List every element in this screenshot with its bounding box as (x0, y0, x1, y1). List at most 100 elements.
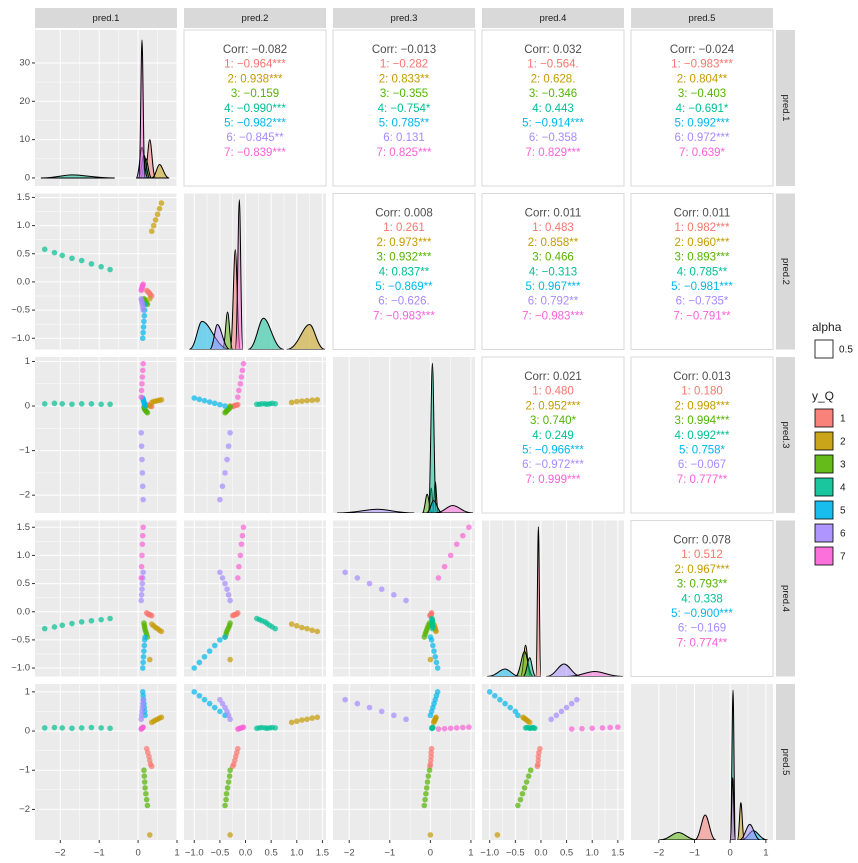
legend-label: 6 (840, 529, 846, 540)
scatter-point (159, 200, 165, 206)
scatter-point (138, 575, 144, 581)
scatter-point (428, 634, 434, 640)
y-tick-label: 30 (19, 57, 30, 68)
scatter-point (139, 443, 145, 449)
scatter-point (140, 281, 146, 287)
corr-group: 1: 0.483 (532, 222, 574, 234)
corr-group: 1: 0.180 (681, 386, 723, 398)
scatter-point (144, 797, 150, 803)
scatter-point (559, 709, 565, 715)
strip-label: pred.2 (780, 258, 791, 285)
corr-group: 6: −0.735* (676, 296, 729, 308)
scatter-point (309, 628, 315, 634)
scatter-point (59, 253, 65, 259)
scatter-point (431, 648, 437, 654)
corr-group: 7: 0.639* (679, 147, 726, 159)
scatter-point (239, 374, 245, 380)
corr-group: 6: −0.626. (378, 296, 429, 308)
x-tick-label: 1 (763, 848, 768, 859)
legend-label: 2 (840, 437, 846, 448)
scatter-point (79, 258, 85, 264)
scatter-point (69, 255, 75, 261)
scatter-point (42, 626, 48, 632)
scatter-point (222, 410, 228, 416)
scatter-point (217, 709, 223, 715)
scatter-point (157, 206, 163, 212)
corr-group: 4: 0.785** (677, 266, 728, 278)
panel-background (35, 194, 177, 350)
legend-label: 3 (840, 460, 846, 471)
corr-title: Corr: −0.013 (372, 44, 436, 56)
scatter-point (223, 797, 229, 803)
strip-label: pred.1 (780, 95, 791, 122)
corr-group: 3: 0.893*** (675, 252, 731, 264)
legend-alpha-title: alpha (812, 320, 842, 334)
legend-key (815, 547, 833, 565)
panel (184, 521, 326, 677)
x-tick-label: 1 (174, 848, 179, 859)
scatter-point (149, 613, 155, 619)
scatter-point (142, 634, 148, 640)
scatter-point (227, 657, 233, 663)
corr-group: 4: −0.691* (676, 103, 729, 115)
scatter-point (42, 725, 48, 731)
corr-group: 1: −0.983*** (671, 59, 733, 71)
scatter-point (212, 401, 218, 407)
scatter-point (391, 713, 397, 719)
scatter-point (222, 403, 228, 409)
scatter-point (142, 785, 148, 791)
scatter-point (230, 613, 236, 619)
scatter-point (589, 725, 595, 731)
scatter-point (435, 665, 441, 671)
scatter-point (224, 457, 230, 463)
panel: Corr: −0.0241: −0.983***2: 0.804**3: −0.… (631, 30, 773, 186)
scatter-point (222, 803, 228, 809)
scatter-point (140, 660, 146, 666)
corr-title: Corr: 0.021 (524, 371, 582, 383)
scatter-point (226, 779, 232, 785)
x-tick-label: 1.0 (586, 848, 599, 859)
corr-group: 3: 0.466 (532, 252, 574, 264)
corr-group: 3: −0.403 (678, 88, 726, 100)
scatter-point (304, 398, 310, 404)
corr-title: Corr: 0.078 (673, 535, 731, 547)
scatter-point (142, 643, 148, 649)
y-tick-label: −1.0 (11, 333, 30, 344)
scatter-point (217, 570, 223, 576)
scatter-point (299, 625, 305, 631)
corr-group: 6: −0.972*** (522, 459, 584, 471)
scatter-point (52, 250, 58, 256)
scatter-point (429, 725, 435, 731)
scatter-point (220, 575, 226, 581)
scatter-point (59, 401, 65, 407)
scatter-point (140, 361, 146, 367)
scatter-point (528, 767, 534, 773)
scatter-point (434, 660, 440, 666)
scatter-point (142, 313, 148, 319)
scatter-point (241, 724, 247, 730)
scatter-point (42, 246, 48, 252)
scatter-point (140, 374, 146, 380)
corr-group: 7: −0.839*** (224, 147, 286, 159)
scatter-point (367, 581, 373, 587)
scatter-point (141, 654, 147, 660)
scatter-point (89, 725, 95, 731)
scatter-point (191, 689, 197, 695)
scatter-point (139, 457, 145, 463)
scatter-point (460, 533, 466, 539)
scatter-point (454, 725, 460, 731)
scatter-point (89, 401, 95, 407)
corr-title: Corr: 0.013 (673, 371, 731, 383)
scatter-point (140, 330, 146, 336)
scatter-point (507, 705, 513, 711)
pairs-chart: alpha y_Q Corr: −0.0821: −0.964***2: 0.9… (0, 0, 858, 863)
corr-group: 6: −0.358 (529, 132, 577, 144)
scatter-point (207, 648, 213, 654)
corr-group: 3: −0.159 (231, 88, 279, 100)
scatter-point (191, 395, 197, 401)
scatter-point (254, 616, 260, 622)
corr-group: 1: −0.282 (380, 59, 428, 71)
x-tick-label: 0.5 (560, 848, 573, 859)
corr-group: 2: 0.938*** (228, 73, 284, 85)
corr-group: 4: 0.443 (532, 103, 574, 115)
